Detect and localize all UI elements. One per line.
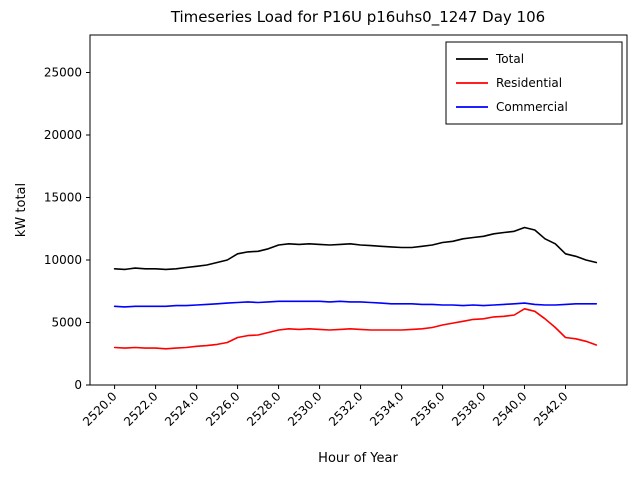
- chart-title: Timeseries Load for P16U p16uhs0_1247 Da…: [170, 8, 545, 27]
- x-axis-label: Hour of Year: [318, 451, 398, 466]
- y-tick-label: 25000: [44, 66, 82, 80]
- legend-label-total: Total: [495, 52, 524, 66]
- x-tick-label: 2528.0: [244, 389, 284, 429]
- x-tick-label: 2520.0: [80, 389, 120, 429]
- data-series-lines: [113, 226, 598, 350]
- x-tick-label: 2524.0: [162, 389, 202, 429]
- y-axis-label: kW total: [14, 183, 29, 237]
- legend-box: Total Residential Commercial: [445, 41, 623, 125]
- y-axis-ticks: 0 5000 10000 15000 20000 25000: [44, 66, 90, 392]
- series-line-commercial: [113, 300, 598, 308]
- legend-label-residential: Residential: [496, 76, 562, 90]
- x-axis-ticks: 2520.0 2522.0 2524.0 2526.0 2528.0 2530.0 2532…: [80, 385, 571, 429]
- series-line-residential: [113, 307, 598, 350]
- x-tick-label: 2532.0: [326, 389, 366, 429]
- x-tick-label: 2534.0: [367, 389, 407, 429]
- y-tick-label: 15000: [44, 191, 82, 205]
- y-tick-label: 0: [74, 378, 82, 392]
- y-tick-label: 10000: [44, 253, 82, 267]
- axes-frame: [89, 34, 628, 386]
- x-tick-label: 2526.0: [203, 389, 243, 429]
- x-tick-label: 2542.0: [531, 389, 571, 429]
- x-tick-label: 2522.0: [121, 389, 161, 429]
- y-tick-label: 20000: [44, 128, 82, 142]
- series-line-total: [113, 226, 598, 271]
- y-tick-label: 5000: [51, 316, 82, 330]
- x-tick-label: 2536.0: [408, 389, 448, 429]
- x-tick-label: 2530.0: [285, 389, 325, 429]
- x-tick-label: 2540.0: [490, 389, 530, 429]
- legend-label-commercial: Commercial: [496, 100, 568, 114]
- x-tick-label: 2538.0: [449, 389, 489, 429]
